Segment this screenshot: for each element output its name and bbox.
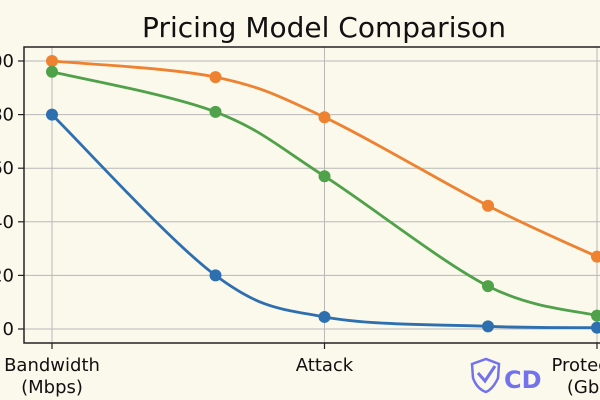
y-tick-label: 60 (0, 158, 14, 179)
data-point (46, 55, 58, 67)
data-point (318, 170, 331, 183)
y-tick-label: 40 (0, 212, 14, 233)
data-point (318, 310, 331, 323)
y-tick-label: 20 (0, 265, 14, 286)
x-tick-label: Protection (551, 355, 600, 376)
series-line-0 (51, 113, 598, 330)
data-point (46, 108, 58, 121)
data-point (591, 250, 600, 263)
data-point (209, 269, 222, 282)
chart-title: Pricing Model Comparison (142, 11, 506, 44)
watermark-logo: CD (470, 357, 542, 394)
x-tick-label: Bandwidth (4, 355, 100, 376)
data-point (482, 320, 494, 333)
data-point (591, 321, 600, 334)
data-point (482, 280, 494, 293)
watermark-text: CD (504, 366, 542, 394)
y-tick-label: 80 (0, 105, 14, 126)
y-tick-label: 0 (3, 319, 14, 340)
y-tick-label: 100 (0, 51, 14, 72)
data-point (209, 71, 222, 84)
data-point (46, 65, 58, 78)
x-tick-label: (Gbps) (567, 377, 600, 398)
x-tick-label: (Mbps) (21, 377, 83, 398)
data-point (591, 309, 600, 322)
data-point (209, 105, 222, 118)
data-point (482, 199, 494, 212)
x-tick-label: Attack (296, 355, 354, 376)
data-point (318, 111, 331, 124)
